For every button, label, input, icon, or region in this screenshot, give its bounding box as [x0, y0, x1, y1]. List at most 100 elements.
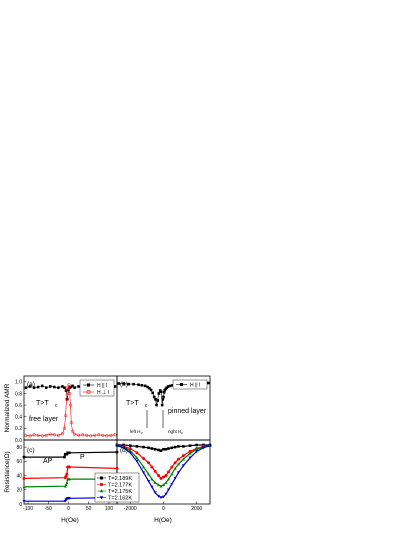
panel-b-series-0-point: [148, 386, 151, 390]
panel-a-series-0-point: [64, 389, 68, 392]
x-tick-label-c: 100: [105, 506, 114, 512]
panel-b-series-0-point: [171, 384, 174, 387]
legend-a: H || I H ⊥ I: [79, 379, 115, 397]
panel-a-temp-label: T>T: [36, 400, 49, 407]
y-tick-label-a: 0.8: [15, 391, 22, 397]
legend-a-label-0: H || I: [97, 383, 107, 389]
panel-d-series-3-point: [195, 450, 199, 453]
panel-a-series-0-point: [53, 385, 56, 389]
panel-c-series-2-point: [64, 483, 68, 487]
x-tick-label-d: -2000: [124, 506, 137, 512]
panel-b-series-0-point: [143, 384, 147, 388]
y-tick-label-a: 0.0: [15, 438, 22, 444]
panel-d-series-2-point: [159, 484, 163, 488]
panel-d-series-1-point: [181, 454, 185, 458]
panel-a-series-1-point: [64, 397, 69, 401]
panel-d-series-0-point: [182, 445, 185, 448]
panel-a-series-0-point: [73, 386, 76, 389]
panel-a-series-1-point: [66, 388, 70, 392]
panel-c-plot: [22, 446, 119, 505]
panel-b-series-0-point: [160, 403, 164, 407]
panel-b-series-0-point: [156, 399, 159, 402]
panel-b-temp-label: T>T: [126, 400, 139, 407]
panel-a-series-0-point: [77, 385, 80, 388]
y-tick-label-c: 60: [16, 459, 22, 465]
panel-b-series-0-point: [146, 385, 150, 389]
x-tick-label-c: -50: [45, 506, 52, 512]
panel-a-temp-subscript: c: [55, 403, 58, 409]
legend-a-marker-1: [86, 390, 91, 394]
x-tick-label-d: 2000: [191, 506, 202, 512]
panel-b-series-0-point: [162, 395, 165, 399]
panel-d-series-3-point: [188, 456, 192, 460]
panel-d-series-3-point: [173, 477, 177, 480]
panel-c-series-1-point: [67, 465, 71, 469]
panel-a-series-1-point: [62, 426, 66, 430]
panel-c-series-1-point: [22, 476, 26, 480]
legend-a-label-1: H ⊥ I: [97, 390, 109, 396]
panel-d-series-3-point: [181, 464, 185, 468]
y-tick-label-c: 0: [19, 502, 22, 508]
panel-d-series-3-point: [122, 446, 126, 450]
y-tick-label-c: 20: [16, 488, 22, 494]
panel-a-series-1-line: [25, 384, 116, 437]
panel-d-series-1-point: [170, 465, 174, 469]
panel-c-series-2-point: [22, 485, 26, 489]
panel-c-series-3-point: [67, 497, 71, 500]
panel-d-series-0-point: [170, 446, 174, 450]
panel-c-series-1-point: [65, 472, 69, 476]
panel-d-series-1-point: [150, 465, 154, 469]
y-tick-label-a: 0.2: [15, 426, 22, 432]
panel-d-series-0-point: [164, 447, 168, 451]
panel-a-series-0-point: [65, 397, 69, 401]
panel-d-series-2-point: [181, 457, 185, 461]
panel-d-series-0-point: [162, 447, 165, 451]
panel-a-series-1-point: [68, 403, 73, 407]
panel-a-series-0-point: [40, 384, 44, 388]
panel-d-series-3-point: [115, 444, 119, 448]
panel-c-series-0-point: [115, 450, 119, 454]
right-hc-label: right H: [168, 429, 181, 434]
panel-a-series-0-point: [63, 386, 66, 389]
panel-a-series-0-point: [69, 385, 73, 389]
panel-d-series-0-point: [157, 448, 160, 452]
x-tick-label-c: 50: [86, 506, 92, 512]
panel-a-series-1-point: [32, 433, 36, 437]
panel-b-series-0-point: [117, 382, 120, 385]
right-hc-subscript: c: [181, 431, 183, 435]
panel-a-series-0-point: [44, 386, 48, 389]
legend-b-box: [172, 379, 208, 390]
panel-a-series-1-point: [93, 433, 97, 437]
panel-b-series-0-point: [207, 381, 210, 385]
legend-c-marker-0: [100, 476, 103, 480]
panel-d-series-3-point: [201, 446, 205, 450]
panel-b-series-0-point: [122, 382, 125, 385]
panel-b-temp-subscript: c: [145, 403, 148, 409]
panel-a-series-1-point: [64, 414, 68, 418]
panel-a-series-0-point: [113, 385, 117, 388]
panel-d-label: (d): [120, 447, 128, 454]
panel-d-series-3-point: [150, 485, 154, 489]
panel-d-series-3-point: [170, 482, 174, 486]
panel-a-series-1-point: [28, 434, 32, 438]
panel-a-series-1-point: [109, 433, 113, 437]
panel-d-series-2-point: [173, 466, 177, 470]
panel-d-series-2-point: [195, 447, 199, 451]
panel-d-series-3-point: [142, 471, 146, 475]
panel-c-ap-label: AP: [43, 458, 53, 465]
panel-b-series-0-point: [157, 392, 161, 395]
panel-b-series-0-point: [140, 384, 144, 387]
y-tick-label-a: 0.6: [15, 403, 22, 409]
panel-b-label: (b): [120, 381, 128, 388]
y-tick-label-c: 80: [16, 445, 22, 451]
panel-d-series-1-point: [173, 461, 177, 465]
legend-b-label-0: H || I: [190, 383, 200, 389]
y-axis-title-bottom: Resistance(Ω): [4, 451, 11, 492]
panel-a-series-1-point: [77, 433, 81, 437]
panel-d-series-0-point: [177, 445, 180, 448]
panel-a-series-1-point: [24, 433, 28, 437]
left-hc-subscript: c: [141, 431, 143, 435]
panel-d-series-0-point: [188, 444, 192, 447]
panel-d-series-2-point: [162, 483, 165, 487]
panel-a-free-layer-label: free layer: [29, 416, 59, 423]
